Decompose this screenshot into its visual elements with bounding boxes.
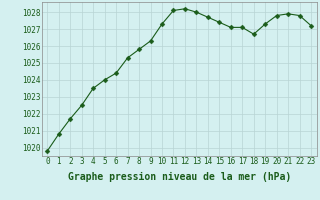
X-axis label: Graphe pression niveau de la mer (hPa): Graphe pression niveau de la mer (hPa) <box>68 172 291 182</box>
